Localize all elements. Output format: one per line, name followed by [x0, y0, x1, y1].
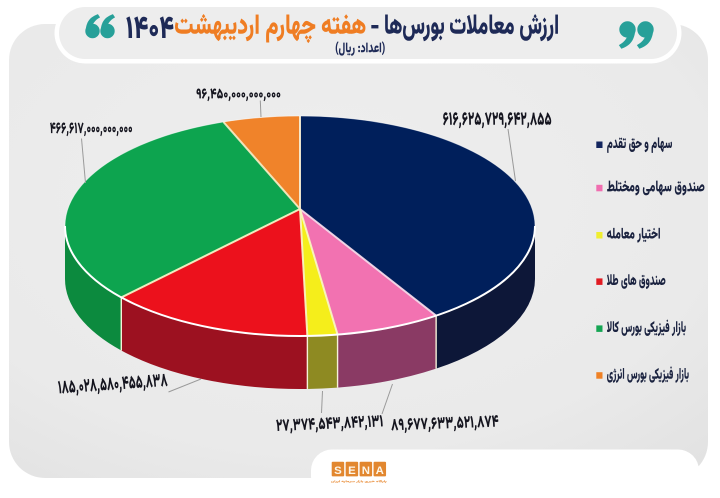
svg-text:E: E [348, 465, 356, 477]
svg-text:A: A [376, 465, 384, 477]
svg-text:N: N [362, 465, 370, 477]
svg-text:S: S [334, 465, 342, 477]
